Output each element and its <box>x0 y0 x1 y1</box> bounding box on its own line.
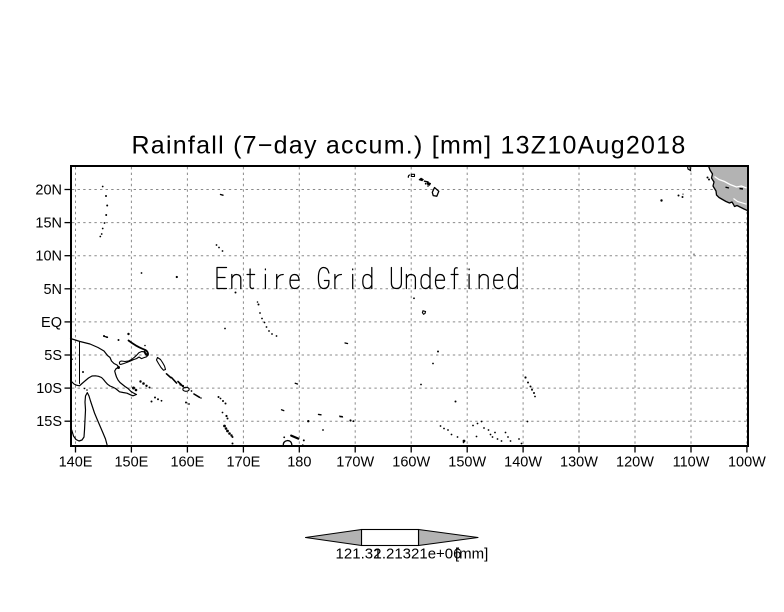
svg-text:140W: 140W <box>504 455 542 471</box>
svg-text:10N: 10N <box>35 249 62 265</box>
svg-text:150E: 150E <box>114 455 148 471</box>
svg-text:180: 180 <box>287 455 311 471</box>
svg-text:5S: 5S <box>44 348 62 364</box>
svg-text:160E: 160E <box>170 455 204 471</box>
svg-text:10S: 10S <box>36 381 62 397</box>
svg-text:130W: 130W <box>560 455 598 471</box>
svg-text:170E: 170E <box>226 455 260 471</box>
svg-text:110W: 110W <box>673 455 710 471</box>
svg-text:150W: 150W <box>448 455 486 471</box>
svg-text:1.21321e+06: 1.21321e+06 <box>373 546 461 563</box>
svg-text:121.32: 121.32 <box>336 546 382 563</box>
svg-text:Rainfall (7−day accum.) [mm] 1: Rainfall (7−day accum.) [mm] 13Z10Aug201… <box>132 132 687 160</box>
svg-text:100W: 100W <box>728 455 766 471</box>
svg-text:160W: 160W <box>392 455 430 471</box>
svg-text:170W: 170W <box>336 455 374 471</box>
svg-text:[mm]: [mm] <box>455 546 488 563</box>
svg-text:EQ: EQ <box>41 315 62 331</box>
svg-text:140E: 140E <box>59 455 93 471</box>
svg-text:15S: 15S <box>36 414 62 430</box>
svg-text:120W: 120W <box>616 455 654 471</box>
svg-text:5N: 5N <box>43 282 62 298</box>
svg-text:15N: 15N <box>35 216 62 232</box>
svg-text:20N: 20N <box>35 183 62 199</box>
